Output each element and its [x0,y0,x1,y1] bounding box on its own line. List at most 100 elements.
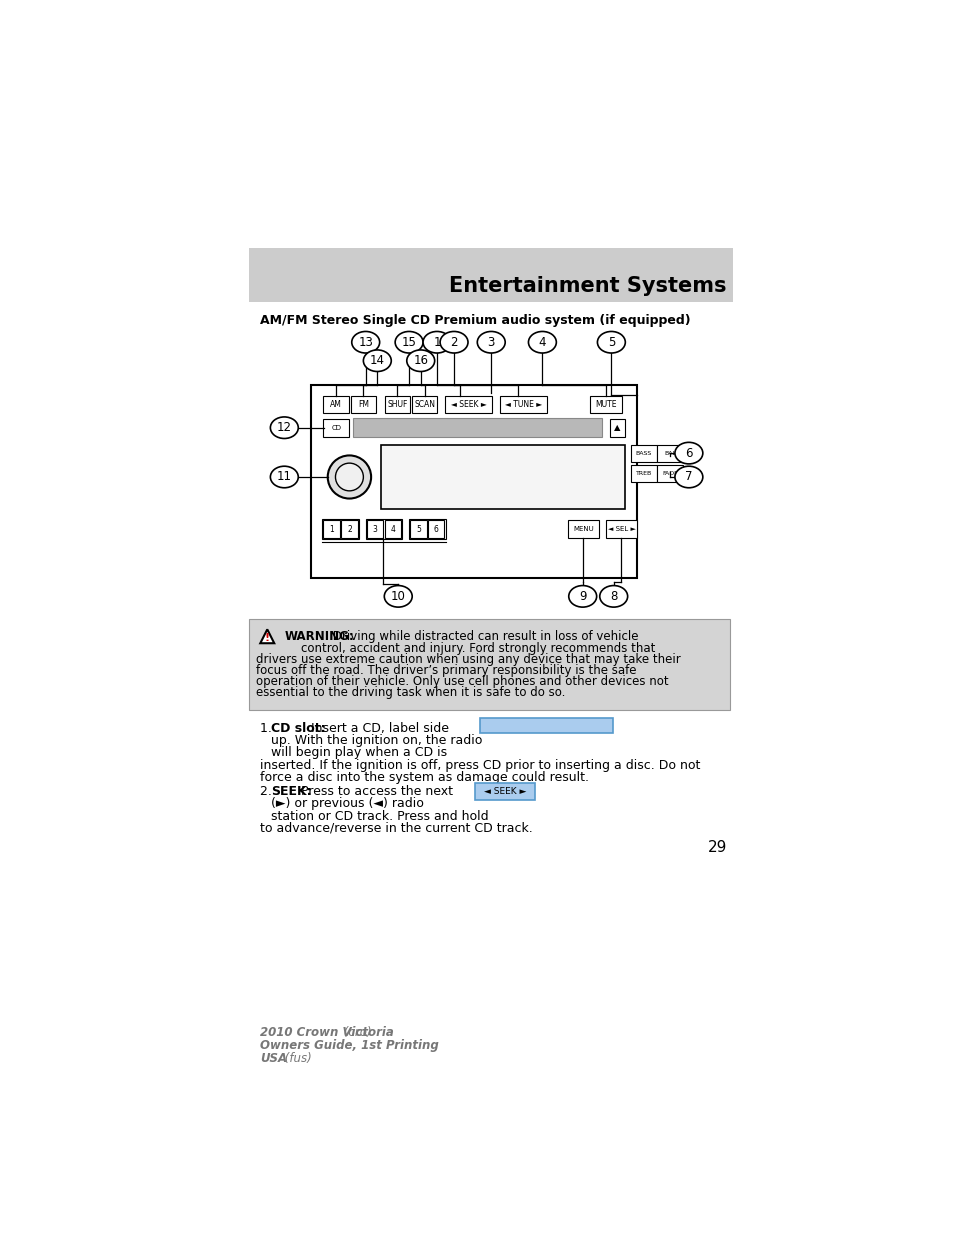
Text: Press to access the next: Press to access the next [297,785,453,798]
FancyBboxPatch shape [499,395,547,414]
Text: inserted. If the ignition is off, press CD prior to inserting a disc. Do not: inserted. If the ignition is off, press … [260,758,700,772]
Text: control, accident and injury. Ford strongly recommends that: control, accident and injury. Ford stron… [300,642,655,655]
Text: 2010 Crown Victoria: 2010 Crown Victoria [260,1026,394,1039]
Ellipse shape [599,585,627,608]
FancyBboxPatch shape [428,520,444,538]
Text: (fus): (fus) [281,1052,312,1065]
Text: 1.: 1. [260,721,275,735]
FancyBboxPatch shape [445,395,492,414]
Text: up. With the ignition on, the radio: up. With the ignition on, the radio [271,734,482,747]
Text: (►) or previous (◄) radio: (►) or previous (◄) radio [271,798,423,810]
FancyBboxPatch shape [384,520,400,538]
Text: 29: 29 [707,840,726,855]
Ellipse shape [352,331,379,353]
Text: USA: USA [260,1052,287,1065]
FancyBboxPatch shape [479,718,612,734]
FancyBboxPatch shape [341,520,357,538]
Text: Insert a CD, label side: Insert a CD, label side [307,721,448,735]
FancyBboxPatch shape [353,419,601,437]
Text: drivers use extreme caution when using any device that may take their: drivers use extreme caution when using a… [255,653,679,667]
Text: operation of their vehicle. Only use cell phones and other devices not: operation of their vehicle. Only use cel… [255,674,667,688]
Text: Owners Guide, 1st Printing: Owners Guide, 1st Printing [260,1039,438,1052]
Text: WARNING:: WARNING: [285,630,355,643]
Text: 13: 13 [358,336,373,348]
Text: 14: 14 [370,354,384,367]
Text: AM/FM Stereo Single CD Premium audio system (if equipped): AM/FM Stereo Single CD Premium audio sys… [260,314,690,327]
Text: 2.: 2. [260,785,275,798]
FancyBboxPatch shape [475,783,534,799]
Text: 11: 11 [276,471,292,483]
FancyBboxPatch shape [657,466,682,482]
FancyBboxPatch shape [381,446,624,509]
FancyBboxPatch shape [249,620,729,710]
Text: 16: 16 [413,354,428,367]
Text: 3: 3 [487,336,495,348]
Text: 4: 4 [538,336,545,348]
FancyBboxPatch shape [323,520,339,538]
Text: TREB: TREB [635,471,651,475]
Text: station or CD track. Press and hold: station or CD track. Press and hold [271,810,488,823]
Text: ◄ SEEK ►: ◄ SEEK ► [483,787,525,795]
FancyBboxPatch shape [605,520,637,538]
Circle shape [328,456,371,499]
Text: 6: 6 [684,447,692,459]
Text: 5: 5 [416,525,420,534]
Text: focus off the road. The driver’s primary responsibility is the safe: focus off the road. The driver’s primary… [255,664,636,677]
FancyBboxPatch shape [249,248,732,303]
Ellipse shape [674,442,702,464]
FancyBboxPatch shape [412,395,436,414]
Text: force a disc into the system as damage could result.: force a disc into the system as damage c… [260,771,589,784]
Ellipse shape [597,331,624,353]
FancyBboxPatch shape [367,520,383,538]
Text: ◄ SEEK ►: ◄ SEEK ► [451,400,486,409]
Text: SCAN: SCAN [414,400,435,409]
Ellipse shape [384,585,412,608]
FancyBboxPatch shape [384,395,410,414]
Ellipse shape [422,331,451,353]
Text: 9: 9 [578,590,586,603]
Text: 10: 10 [391,590,405,603]
Ellipse shape [568,585,596,608]
Text: FADE: FADE [661,471,678,475]
Text: 7: 7 [684,471,692,483]
Text: SEEK:: SEEK: [271,785,312,798]
Ellipse shape [406,350,435,372]
FancyBboxPatch shape [323,395,349,414]
FancyBboxPatch shape [590,395,621,414]
Text: CD: CD [331,425,341,431]
Text: will begin play when a CD is: will begin play when a CD is [271,746,447,760]
Text: 2: 2 [450,336,457,348]
Text: AM: AM [330,400,342,409]
FancyBboxPatch shape [323,419,349,436]
FancyBboxPatch shape [568,520,598,538]
Ellipse shape [363,350,391,372]
FancyBboxPatch shape [657,445,682,462]
Ellipse shape [528,331,556,353]
Text: ◄ SEL ►: ◄ SEL ► [607,526,635,532]
FancyBboxPatch shape [610,419,624,436]
Text: MUTE: MUTE [595,400,616,409]
Polygon shape [260,630,274,643]
Text: CD slot:: CD slot: [271,721,325,735]
FancyBboxPatch shape [311,385,637,578]
Text: BAL: BAL [663,451,676,456]
Ellipse shape [395,331,422,353]
FancyBboxPatch shape [631,445,656,462]
Text: BASS: BASS [635,451,651,456]
Ellipse shape [270,417,298,438]
FancyBboxPatch shape [631,466,656,482]
Text: FM: FM [357,400,369,409]
Text: 4: 4 [390,525,395,534]
Text: ◄ TUNE ►: ◄ TUNE ► [505,400,542,409]
Text: 8: 8 [609,590,617,603]
Text: MENU: MENU [573,526,593,532]
Text: essential to the driving task when it is safe to do so.: essential to the driving task when it is… [255,685,564,699]
Text: 1: 1 [433,336,440,348]
Ellipse shape [674,466,702,488]
Text: 3: 3 [373,525,377,534]
Text: (cro): (cro) [340,1026,372,1039]
Text: SHUF: SHUF [387,400,407,409]
Text: 12: 12 [276,421,292,435]
Text: 15: 15 [401,336,416,348]
Ellipse shape [476,331,505,353]
